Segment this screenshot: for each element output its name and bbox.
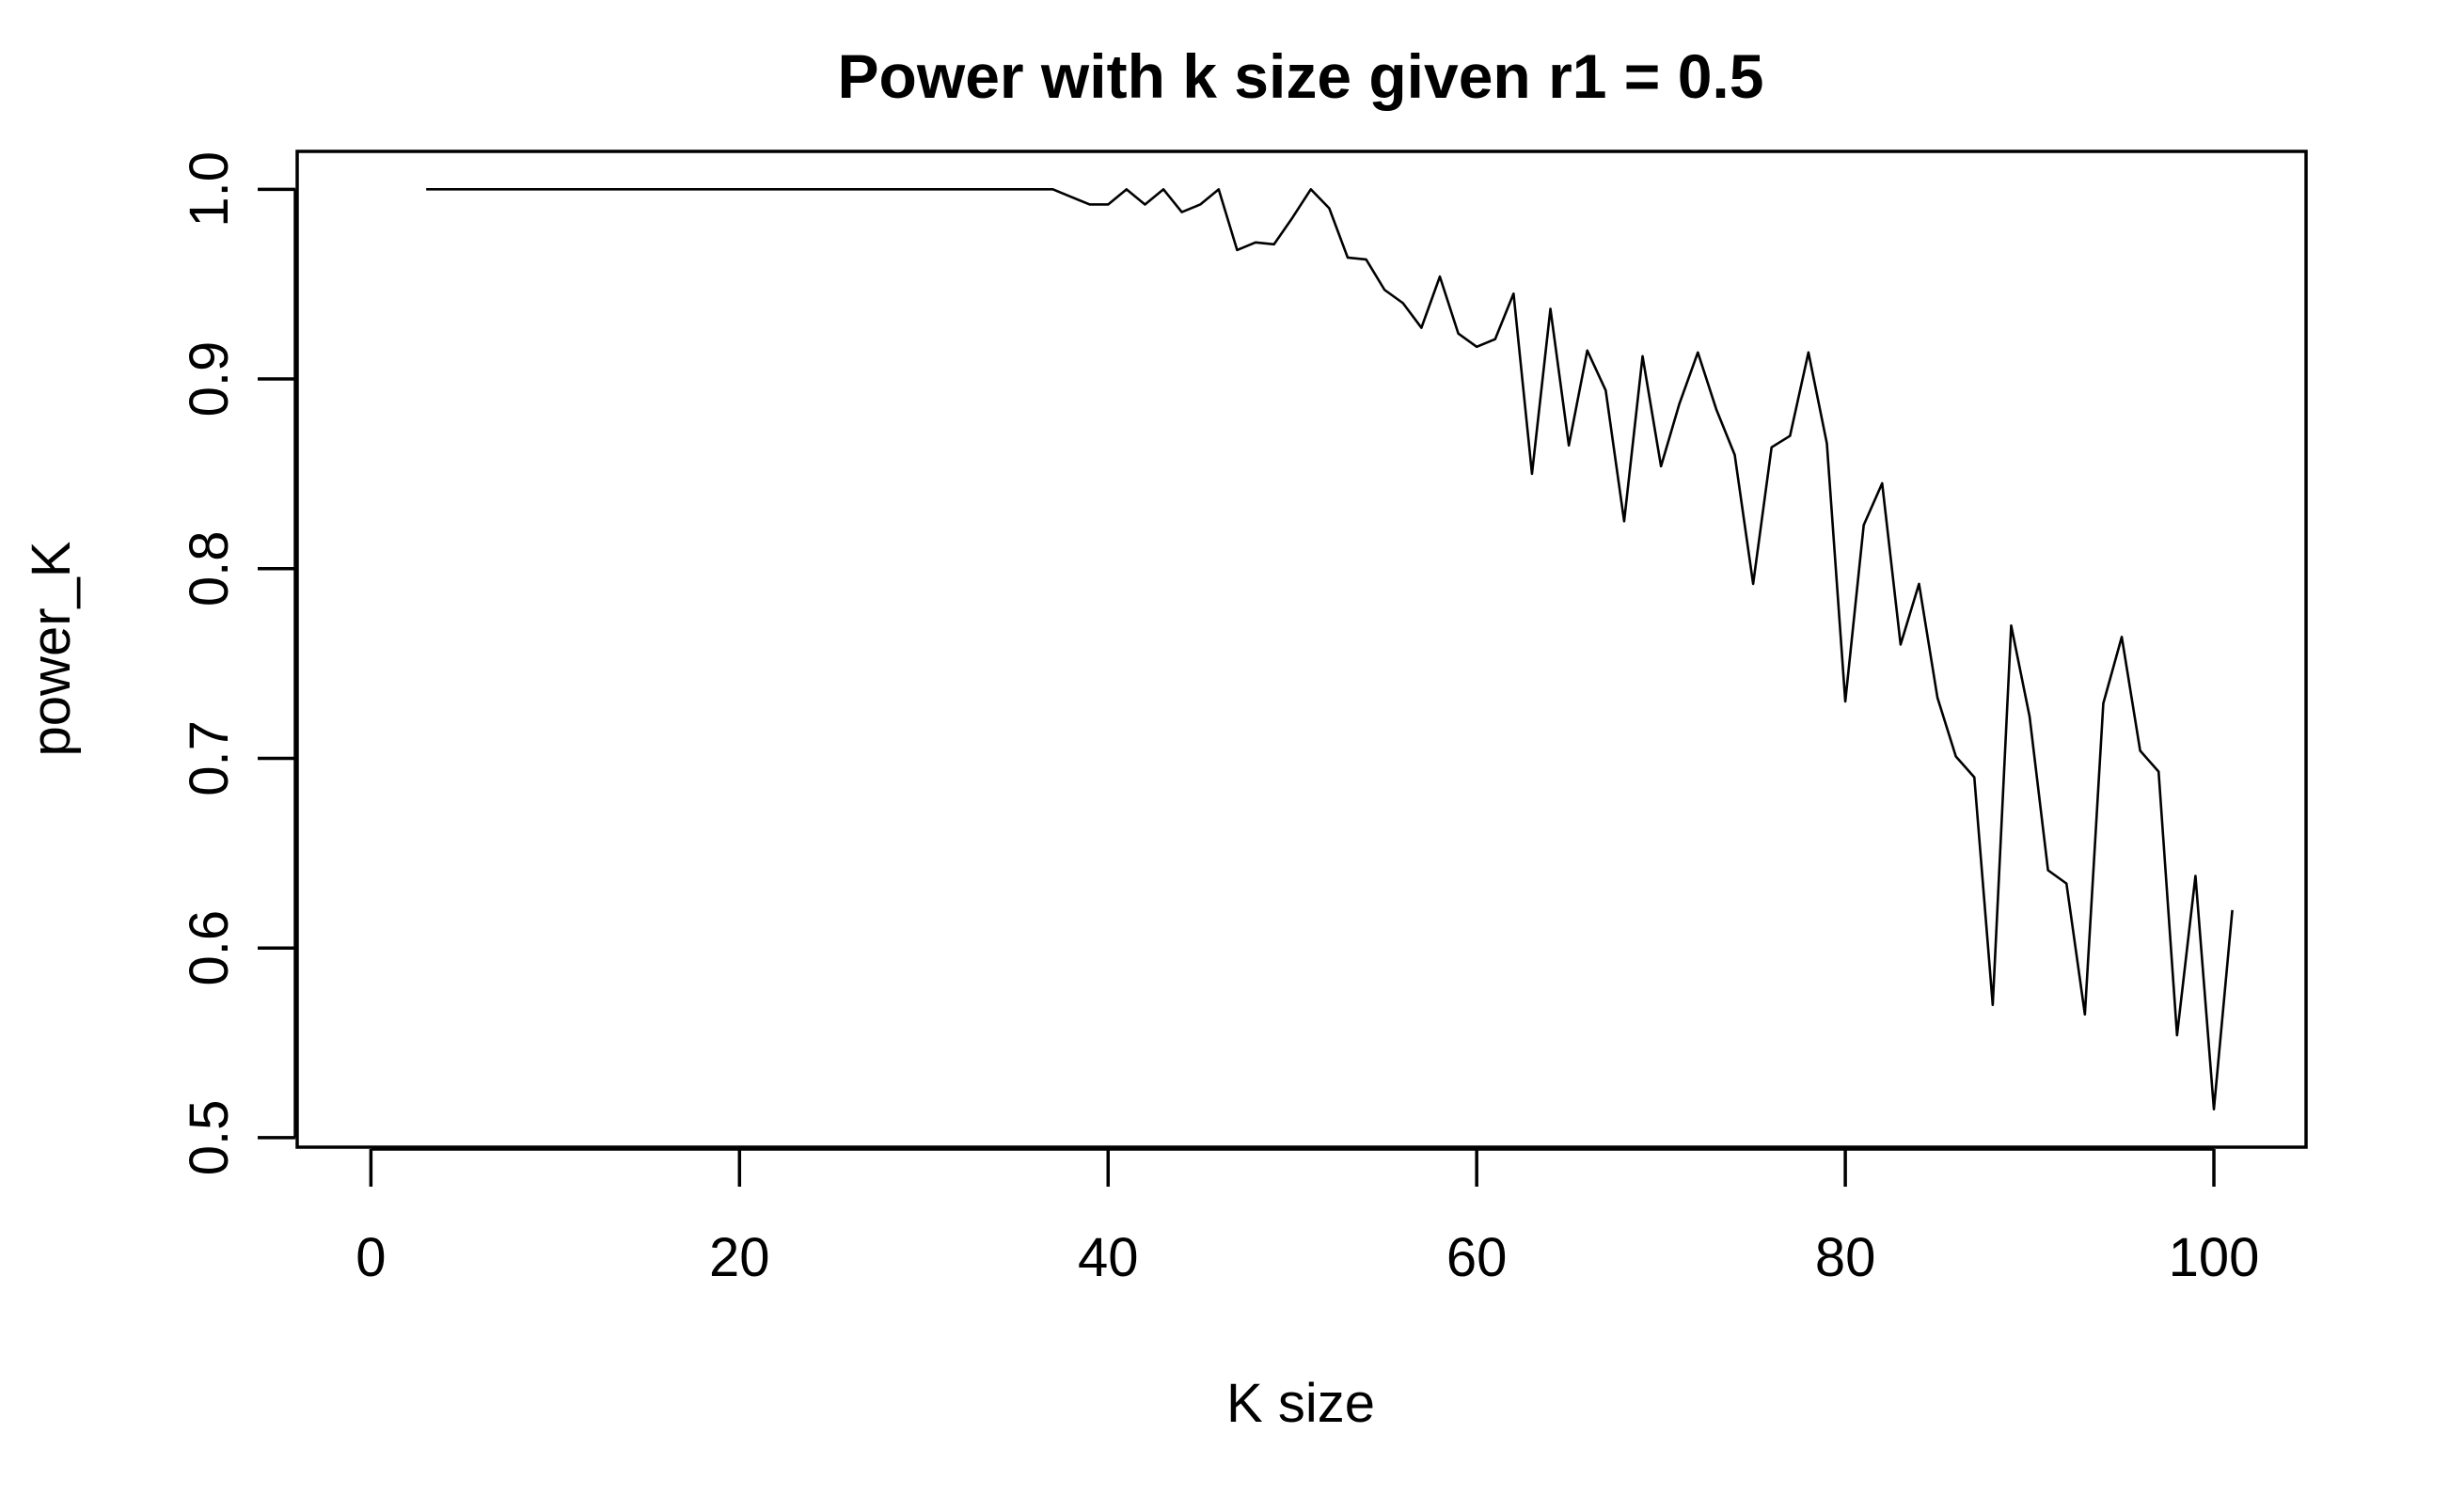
series-group [426,188,2234,1110]
series-line [426,188,2234,1110]
x-axis: 0 20 40 60 80 100 [356,1147,2260,1288]
y-tick-label: 0.9 [179,341,240,417]
plot-frame [295,150,2308,1149]
y-axis: 0.5 0.6 0.7 0.8 0.9 1.0 [179,151,297,1176]
y-tick-label: 0.7 [179,720,240,796]
x-tick-label: 60 [1446,1227,1508,1288]
x-tick-label: 40 [1078,1227,1139,1288]
x-tick-label: 0 [356,1227,386,1288]
y-tick-label: 1.0 [179,151,240,228]
y-tick-label: 0.6 [179,910,240,986]
y-axis-label: power_K [21,541,82,756]
y-tick-label: 0.5 [179,1100,240,1176]
y-tick-label: 0.8 [179,530,240,606]
chart-title: Power with k size given r1 = 0.5 [838,41,1764,111]
x-tick-label: 80 [1815,1227,1876,1288]
x-axis-label: K size [1226,1373,1375,1434]
x-tick-label: 20 [709,1227,770,1288]
x-tick-label: 100 [2169,1227,2260,1288]
